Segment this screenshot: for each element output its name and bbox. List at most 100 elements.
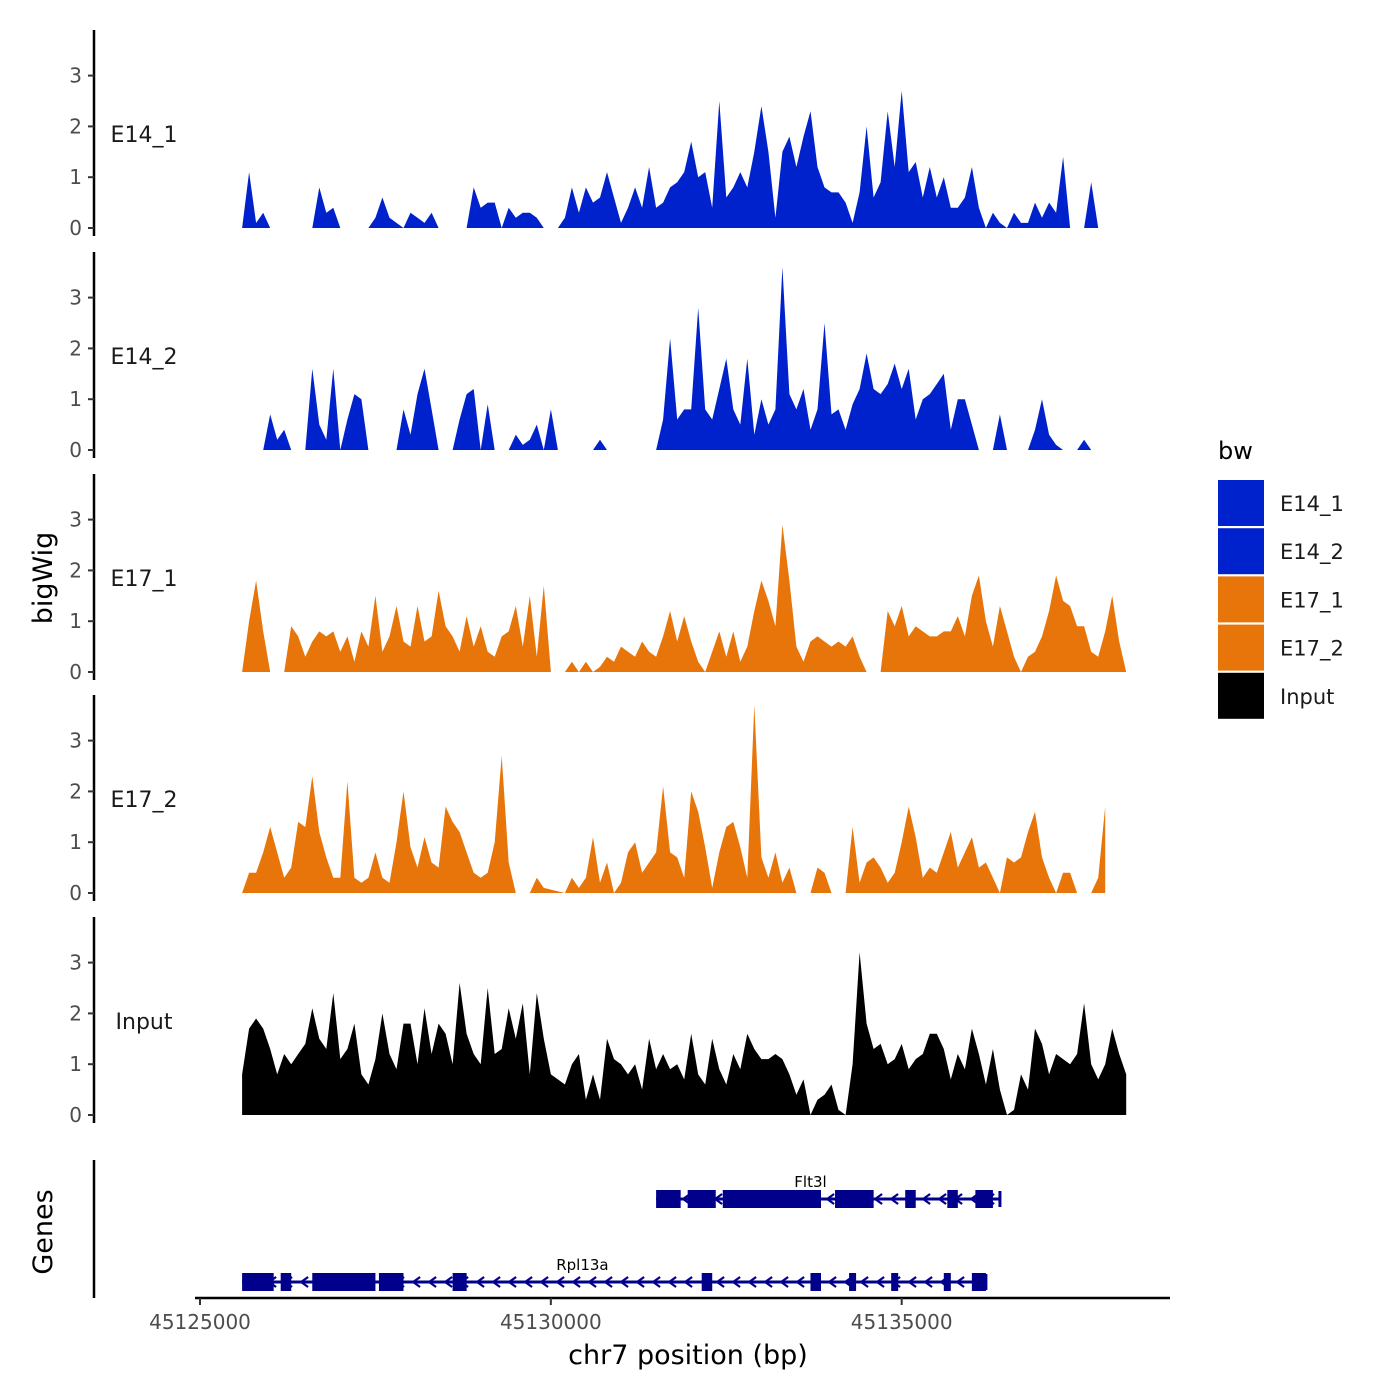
coverage-area [656,267,979,450]
genes-panel: Flt3l Rpl13a [92,1160,1002,1298]
gene-exon [947,1190,958,1208]
y-tick-label: 0 [69,438,82,462]
gene-exon [971,1273,986,1291]
gene-exon [835,1190,874,1208]
coverage-area [242,172,271,228]
coverage-area [242,755,516,893]
gene-rpl13a: Rpl13a [242,1256,988,1291]
x-axis: 45125000 45130000 45135000 [149,1296,1170,1334]
y-tick-label: 0 [69,660,82,684]
gene-exon [280,1273,292,1291]
strand-arrow [875,1276,885,1288]
legend-swatch [1218,624,1264,671]
strand-arrow [619,1276,629,1288]
strand-arrow [555,1276,565,1288]
strand-arrow [427,1276,437,1288]
gene-exon [810,1273,822,1291]
gene-exon [891,1273,899,1291]
y-tick-label: 1 [69,830,82,854]
strand-arrow [859,1276,869,1288]
gene-flt3l: Flt3l [656,1173,1002,1208]
legend-label: Input [1280,685,1334,709]
track-label: Input [116,1010,173,1035]
y-tick-label: 3 [69,64,82,88]
coverage-area [452,389,495,450]
legend-swatch [1218,576,1264,623]
coverage-area [880,575,1127,672]
coverage-area [508,409,558,450]
coverage-area [1077,439,1092,450]
track-e17-1: 0 1 2 3 E17_1 [69,474,1127,684]
y-tick-label: 3 [69,951,82,975]
strand-arrow [667,1276,677,1288]
track-e17-2: 0 1 2 3 E17_2 [69,695,1106,905]
strand-arrow [921,1193,931,1205]
y-tick-label: 2 [69,779,82,803]
gene-exon [905,1190,916,1208]
coverage-area [992,414,1014,450]
y-tick-label: 1 [69,609,82,633]
coverage-area [845,806,1078,893]
gene-label: Flt3l [794,1173,826,1191]
strand-arrow [635,1276,645,1288]
y-tick-label: 3 [69,286,82,310]
y-tick-label: 0 [69,881,82,905]
y-tick-label: 1 [69,1052,82,1076]
y-tick-label: 2 [69,1001,82,1025]
strand-arrow [779,1276,789,1288]
strand-arrow [443,1276,453,1288]
strand-arrow [523,1276,533,1288]
coverage-area [810,867,832,893]
strand-arrow [795,1276,805,1288]
genes-axis-title: Genes [28,1189,59,1274]
coverage-area [593,439,607,450]
strand-arrow [507,1276,517,1288]
gene-exon [687,1190,716,1208]
y-axis-title: bigWig [28,532,59,625]
legend-label: E14_1 [1280,492,1344,517]
strand-arrow [603,1276,613,1288]
coverage-area [263,414,292,450]
coverage-area [284,585,551,672]
gene-exon [722,1190,822,1208]
y-tick-label: 2 [69,114,82,138]
y-tick-label: 2 [69,558,82,582]
strand-arrow [889,1193,899,1205]
legend-swatch [1218,672,1264,719]
gene-exon [849,1273,857,1291]
legend-item: E17_2 [1218,624,1344,671]
legend-title: bw [1218,437,1253,465]
tracks-panel: 0 1 2 3 E14_1 0 1 2 3 E14_2 0 1 2 3 E17_1 0 1 2 3 E17_2 0 1 2 3… [69,30,1127,1127]
y-tick-label: 0 [69,216,82,240]
legend-item: E14_1 [1218,480,1344,526]
legend-label: E17_2 [1280,637,1344,662]
strand-arrow [491,1276,501,1288]
coverage-area [396,368,439,450]
coverage-area [1028,399,1064,450]
gene-exon [701,1273,713,1291]
coverage-area [242,580,271,672]
coverage-area [466,187,544,228]
y-tick-label: 2 [69,336,82,360]
legend-swatch [1218,528,1264,575]
track-label: E17_1 [111,567,178,592]
strand-arrow [825,1193,835,1205]
y-tick-label: 1 [69,165,82,189]
x-tick-label: 45130000 [500,1310,602,1334]
x-tick-label: 45125000 [149,1310,251,1334]
strand-arrow [827,1276,837,1288]
coverage-area [564,524,867,672]
strand-arrow [763,1276,773,1288]
y-tick-label: 3 [69,729,82,753]
strand-arrow [539,1276,549,1288]
legend: bw E14_1 E14_2 E17_1 E17_2 Input [1218,437,1344,719]
x-axis-title: chr7 position (bp) [568,1340,808,1371]
track-input: 0 1 2 3 Input [69,917,1127,1127]
legend-item: E14_2 [1218,528,1344,575]
strand-arrow [873,1193,883,1205]
strand-arrow [651,1276,661,1288]
gene-exon [312,1273,376,1291]
legend-label: E14_2 [1280,540,1344,565]
coverage-area [557,90,1071,228]
x-tick-label: 45135000 [851,1310,953,1334]
